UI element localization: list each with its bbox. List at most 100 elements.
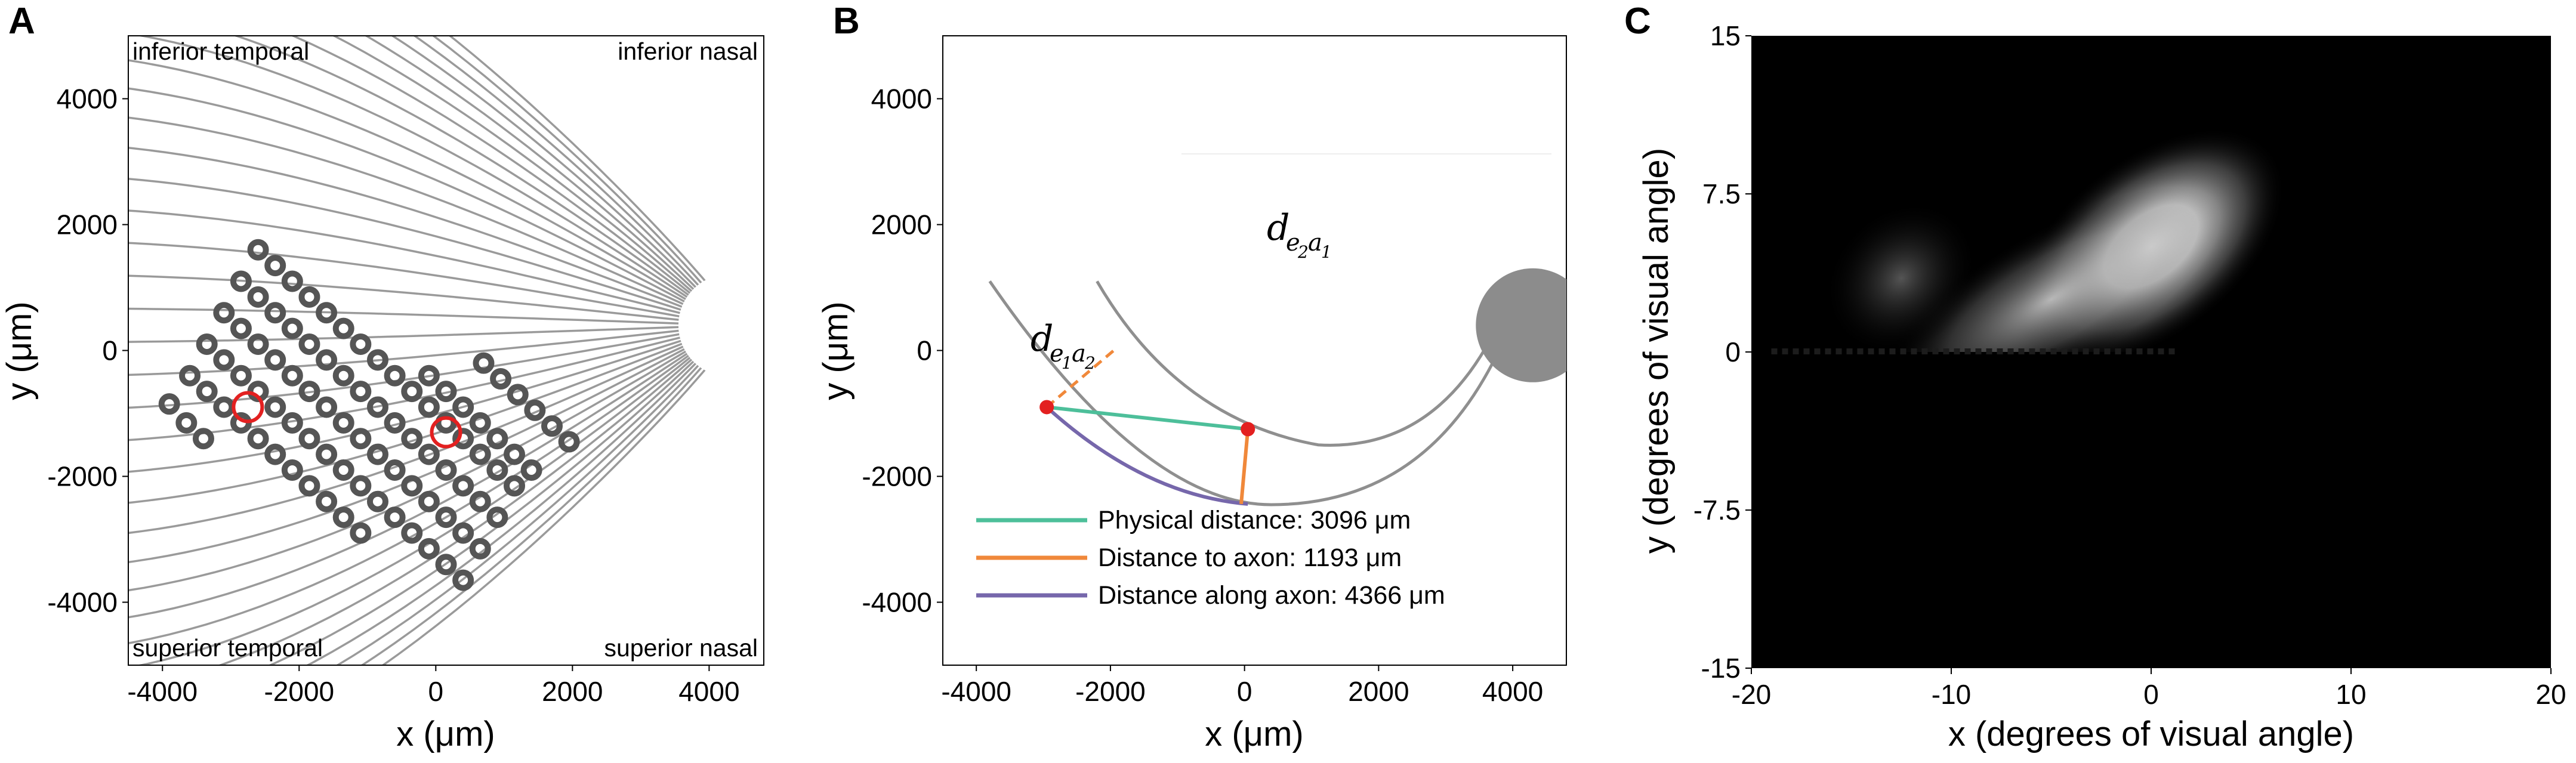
electrode [316, 490, 338, 512]
electrode-2-marker [1241, 422, 1255, 437]
highlighted-electrode [430, 416, 462, 449]
axon-bundle [233, 36, 712, 313]
electrode [558, 431, 580, 453]
distance-along-axon-line [1045, 406, 1248, 506]
electrode [298, 333, 320, 355]
cutoff-pixel [1964, 348, 1971, 354]
a-ytick-label: -4000 [47, 587, 118, 618]
electrode [507, 384, 529, 406]
cutoff-pixel [1986, 348, 1992, 354]
a-xtick-label: 4000 [678, 676, 739, 707]
annotation-e2a1-sub-a: a [1308, 229, 1322, 257]
b-ytick-label: 0 [917, 335, 932, 366]
electrode [490, 367, 512, 390]
electrode [469, 490, 491, 512]
electrode [435, 381, 457, 403]
electrode [316, 302, 338, 324]
electrode [469, 538, 491, 560]
electrode [298, 381, 320, 403]
electrode [435, 459, 457, 481]
b-xtick-label: 4000 [1482, 676, 1543, 707]
axon-bundle [128, 274, 696, 323]
electrode [264, 396, 286, 418]
electrode [435, 412, 457, 434]
electrode [366, 490, 388, 512]
label-superior-temporal: superior temporal [132, 634, 323, 662]
cutoff-pixel [2050, 348, 2057, 354]
y-axis-label-a: y (μm) [0, 301, 39, 400]
panel-a: A inferior temporal inferior nasal super… [0, 1, 781, 753]
axon-bundle [364, 36, 721, 316]
electrode [196, 333, 218, 355]
electrode [504, 475, 526, 497]
physical-distance-line [1046, 405, 1248, 431]
cutoff-pixel [1975, 348, 1982, 354]
b-xtick-label: 0 [1237, 676, 1252, 707]
electrode [452, 396, 474, 418]
electrode [469, 443, 491, 465]
highlighted-electrode [232, 391, 264, 424]
cutoff-pixel [1921, 348, 1928, 354]
axon-bundles-a [128, 36, 734, 665]
heatmap-blob [1825, 202, 1978, 352]
annotation-e2a1-base: d [1267, 207, 1289, 249]
axon-bundle [217, 336, 718, 665]
electrode [281, 412, 303, 434]
x-axis-label-c: x (degrees of visual angle) [1948, 715, 2354, 753]
axon-bundle [128, 209, 698, 319]
axon-bundle [306, 333, 724, 665]
electrode [384, 459, 406, 481]
axon-bundle [128, 307, 696, 326]
electrode [192, 428, 214, 450]
cutoff-pixel [2168, 348, 2175, 354]
c-ytick-label: 7.5 [1702, 178, 1741, 209]
electrode [179, 364, 201, 387]
annotation-e1a2-sub-e: e [1050, 340, 1064, 367]
axon-through-electrode-1 [988, 280, 1494, 506]
b-xtick-label: 2000 [1348, 676, 1409, 707]
optic-disc-a [678, 274, 781, 377]
y-axis-label-b: y (μm) [816, 301, 855, 400]
a-ytick-label: 0 [102, 335, 118, 366]
electrode [384, 506, 406, 529]
electrode [281, 270, 303, 292]
axon-bundle [128, 177, 699, 317]
cutoff-pixel [1782, 348, 1788, 354]
panel-letter-a: A [8, 1, 35, 42]
cutoff-pixel [2018, 348, 2025, 354]
a-ytick-label: 4000 [57, 84, 118, 115]
c-xtick-label: -20 [1732, 679, 1771, 710]
electrode [264, 302, 286, 324]
legend-label-physical: Physical distance: 3096 μm [1098, 506, 1411, 535]
axis-ticks-b: -4000 -2000 0 2000 4000 -4000 -2000 0 2000 4000 [862, 84, 1543, 708]
electrode [384, 364, 406, 387]
electrode [316, 443, 338, 465]
annotation-e2a1-sub-e-index: 2 [1297, 242, 1309, 262]
b-ytick-label: -2000 [862, 461, 932, 492]
axon-bundle [136, 337, 715, 665]
cutoff-pixel [1846, 348, 1853, 354]
electrode [452, 428, 474, 450]
cutoff-pixel [2040, 348, 2046, 354]
axon-bundle [390, 36, 724, 318]
electrode [473, 352, 495, 374]
cutoff-pixel [1889, 348, 1896, 354]
electrode [281, 459, 303, 481]
cutoff-pixel [2125, 348, 2132, 354]
optic-disc-b [1476, 268, 1566, 382]
electrode [401, 428, 423, 450]
electrode [264, 443, 286, 465]
electrode-grid-a [158, 239, 580, 591]
cutoff-pixel [1835, 348, 1842, 354]
electrode [366, 349, 388, 371]
electrode [316, 349, 338, 371]
cutoff-pixel [2029, 348, 2035, 354]
electrode [418, 443, 440, 465]
electrode [520, 459, 542, 481]
a-xtick-label: -2000 [264, 676, 334, 707]
axon-bundle [332, 36, 718, 314]
legend-label-to-axon: Distance to axon: 1193 μm [1098, 543, 1402, 572]
a-xtick-label: 0 [428, 676, 444, 707]
electrode [281, 317, 303, 339]
